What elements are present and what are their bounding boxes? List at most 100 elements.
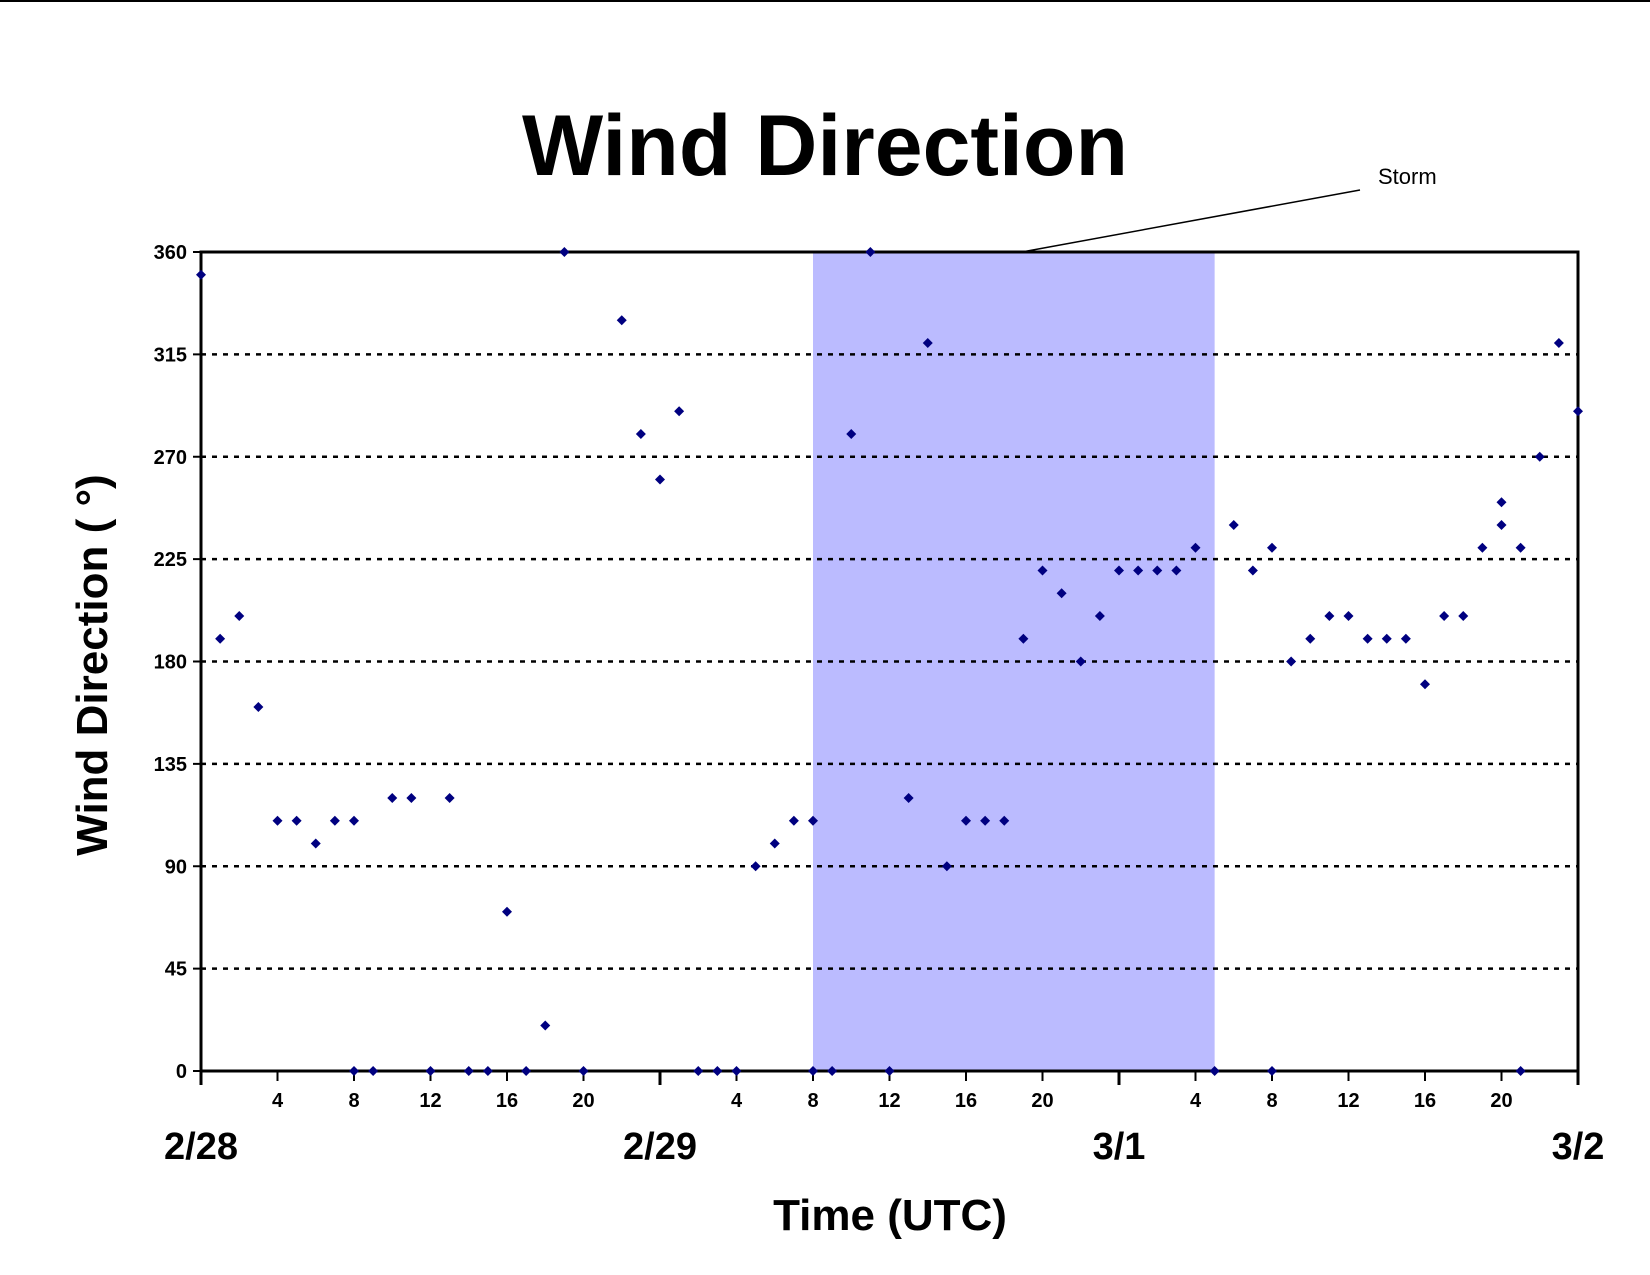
- x-tick-label: 8: [807, 1090, 818, 1112]
- data-point: [502, 906, 512, 917]
- data-point: [884, 1066, 895, 1076]
- data-point: [827, 1066, 838, 1076]
- x-date-label: 3/1: [1093, 1126, 1146, 1168]
- data-point: [1343, 611, 1354, 621]
- data-point: [578, 1066, 589, 1076]
- y-tick-label: 0: [176, 1061, 187, 1083]
- x-axis-ticks: 4 8 12 16 20 4 8 12 16 20 4 8 12 16 20 2/28 2/29 3/1 3/2: [164, 1071, 1604, 1168]
- storm-annotation-label: Storm: [1378, 164, 1437, 189]
- chart-title: Wind Direction: [522, 98, 1128, 194]
- data-point: [693, 1066, 704, 1076]
- x-tick-label: 12: [878, 1090, 900, 1112]
- x-tick-label: 4: [1190, 1090, 1202, 1112]
- data-point: [1515, 1066, 1526, 1076]
- data-point: [616, 315, 627, 326]
- data-point: [253, 702, 264, 712]
- data-point: [291, 815, 302, 826]
- data-point: [196, 269, 206, 280]
- data-point: [1075, 656, 1086, 667]
- data-point: [1477, 542, 1488, 553]
- x-tick-label: 12: [1337, 1090, 1359, 1112]
- top-rule: [0, 0, 1650, 2]
- data-point: [1305, 633, 1316, 644]
- data-point: [1534, 451, 1545, 462]
- data-point: [463, 1066, 474, 1076]
- data-point: [1267, 1066, 1277, 1076]
- data-point: [329, 815, 340, 826]
- data-point: [941, 861, 952, 872]
- y-tick-label: 90: [165, 856, 187, 878]
- x-date-label: 2/28: [164, 1126, 238, 1168]
- data-point: [922, 338, 933, 348]
- data-point: [1496, 497, 1507, 508]
- y-tick-label: 180: [154, 652, 187, 674]
- data-point: [444, 793, 455, 803]
- x-tick-label: 20: [1490, 1090, 1512, 1112]
- x-date-label: 3/2: [1552, 1126, 1605, 1168]
- x-tick-label: 16: [496, 1090, 518, 1112]
- data-point: [1496, 520, 1507, 530]
- data-point: [1094, 611, 1105, 621]
- data-point: [425, 1066, 436, 1076]
- data-point: [980, 815, 991, 826]
- y-axis-title: Wind Direction ( °): [68, 474, 117, 855]
- x-tick-label: 12: [419, 1090, 441, 1112]
- y-tick-label: 225: [154, 549, 187, 571]
- data-point: [540, 1020, 551, 1031]
- data-point: [846, 429, 857, 439]
- gridlines: [201, 353, 1578, 970]
- data-point: [1553, 338, 1564, 348]
- data-point: [808, 1066, 818, 1076]
- x-tick-label: 4: [731, 1090, 743, 1112]
- data-point: [769, 838, 780, 849]
- data-point: [1324, 611, 1335, 621]
- data-point: [1114, 565, 1124, 576]
- x-axis-title: Time (UTC): [773, 1191, 1007, 1240]
- data-point: [961, 815, 971, 826]
- data-point: [655, 474, 665, 485]
- data-point: [750, 861, 761, 872]
- data-point: [674, 406, 685, 417]
- data-point: [272, 815, 283, 826]
- data-point: [1037, 565, 1048, 576]
- x-tick-label: 4: [272, 1090, 284, 1112]
- x-tick-label: 20: [572, 1090, 594, 1112]
- data-point: [387, 793, 398, 803]
- y-tick-label: 135: [154, 754, 187, 776]
- data-point: [1439, 611, 1450, 621]
- data-point: [349, 1066, 359, 1076]
- data-point: [635, 429, 646, 439]
- data-point: [1171, 565, 1182, 576]
- data-point: [1152, 565, 1163, 576]
- y-tick-label: 360: [154, 242, 187, 264]
- x-tick-label: 8: [348, 1090, 359, 1112]
- data-point: [521, 1066, 532, 1076]
- data-points: [196, 247, 1583, 1076]
- data-point: [1209, 1066, 1220, 1076]
- data-point: [1515, 542, 1526, 553]
- data-point: [234, 611, 245, 621]
- x-tick-label: 16: [955, 1090, 977, 1112]
- data-point: [1247, 565, 1258, 576]
- data-point: [1190, 542, 1201, 553]
- data-point: [1362, 633, 1373, 644]
- data-point: [310, 838, 321, 849]
- data-point: [559, 247, 570, 257]
- storm-annotation-leader: [1021, 189, 1361, 253]
- data-point: [1133, 565, 1144, 576]
- y-tick-label: 45: [165, 959, 187, 981]
- data-point: [1381, 633, 1392, 644]
- x-tick-label: 20: [1031, 1090, 1053, 1112]
- data-point: [1286, 656, 1297, 667]
- data-point: [1056, 588, 1067, 599]
- y-axis-ticks: 0 45 90 135 180 225 270 315 360: [154, 242, 201, 1083]
- data-point: [712, 1066, 723, 1076]
- data-point: [1018, 633, 1029, 644]
- data-point: [1573, 406, 1583, 417]
- data-point: [349, 815, 359, 826]
- data-point: [731, 1066, 742, 1076]
- data-point: [1420, 679, 1430, 690]
- data-point: [406, 793, 417, 803]
- data-point: [215, 633, 226, 644]
